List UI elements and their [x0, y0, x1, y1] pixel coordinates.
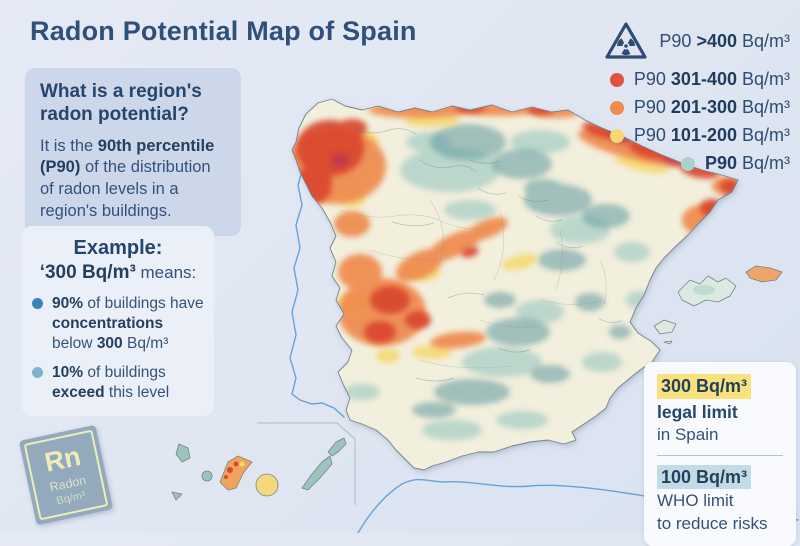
legend-label: P90 Bq/m³	[704, 153, 790, 173]
legend-label: P90 >400 Bq/m³	[659, 30, 790, 51]
yellow-dot-icon	[609, 128, 624, 143]
limits-divider	[657, 454, 783, 456]
example-heading: Example:	[73, 237, 163, 259]
bullet-90-percent: 90% of buildings have concentrations bel…	[32, 294, 204, 353]
bullet-text: 10% of buildings exceed this level	[52, 364, 170, 402]
radon-color-patches	[292, 102, 738, 440]
legal-limit-value: 300 Bq/m³	[657, 374, 752, 399]
who-limit-sub: to reduce risks	[657, 513, 768, 533]
example-card: Example: ‘300 Bq/m³ means: 90% of buildi…	[22, 226, 214, 417]
element-symbol: Rn	[41, 440, 84, 478]
who-limit-label: WHO limit	[657, 491, 734, 511]
legend-label: P90 301-400 Bq/m³	[633, 69, 790, 89]
info-card-heading: What is a region's radon potential?	[40, 81, 202, 125]
legend-row-301-400: P90 301-400 Bq/m³	[609, 69, 790, 90]
radon-potential-info-card: What is a region's radon potential? It i…	[25, 68, 241, 236]
example-subheading: ‘300 Bq/m³ means:	[39, 262, 197, 283]
legend-row-201-300: P90 201-300 Bq/m³	[609, 97, 790, 118]
legend-label: P90 101-200 Bq/m³	[633, 125, 790, 145]
page-title: Radon Potential Map of Spain	[30, 16, 417, 46]
legal-limit-label: legal limit	[657, 401, 738, 422]
bullet-10-percent: 10% of buildings exceed this level	[32, 363, 204, 403]
legend-label: P90 201-300 Bq/m³	[633, 97, 790, 117]
orange-dot-icon	[609, 100, 624, 115]
radiation-triangle-icon	[605, 22, 648, 59]
balearic-islands	[653, 265, 783, 345]
legend-row-low: P90 Bq/m³	[680, 153, 790, 174]
legal-limit-sub: in Spain	[657, 424, 719, 444]
blue-bullet-icon	[32, 298, 43, 309]
light-blue-bullet-icon	[32, 367, 43, 379]
bullet-text: 90% of buildings have concentrations bel…	[52, 295, 204, 352]
red-dot-icon	[609, 72, 624, 87]
map-legend: P90 >400 Bq/m³ P90 301-400 Bq/m³ P90 201…	[603, 20, 790, 174]
who-limit-value: 100 Bq/m³	[657, 464, 752, 490]
legend-row-101-200: P90 101-200 Bq/m³	[609, 125, 790, 146]
info-card-body: It is the 90th percentile (P90) of the d…	[40, 136, 215, 220]
spain-radon-map	[171, 98, 799, 533]
canary-islands-inset	[171, 422, 356, 505]
radon-infographic: { "palette": { "background": "#dfe6f2", …	[0, 0, 800, 533]
teal-dot-icon	[680, 156, 695, 171]
legend-row-over-400: P90 >400 Bq/m³	[603, 20, 790, 62]
limits-card: 300 Bq/m³ legal limit in Spain 100 Bq/m³…	[644, 362, 796, 546]
